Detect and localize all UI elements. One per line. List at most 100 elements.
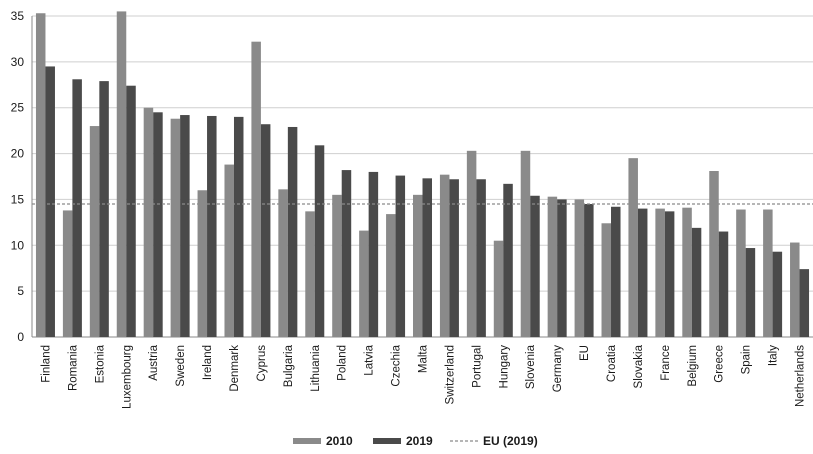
bar-2019-ireland	[207, 115, 217, 338]
x-tick-label: Cyprus	[256, 345, 268, 382]
legend-2019-label: 2019	[406, 434, 433, 448]
y-tick-label: 5	[17, 284, 24, 298]
bar-2019-italy	[772, 251, 783, 337]
bar-2010-romania	[62, 210, 73, 337]
x-tick-label: Greece	[714, 345, 726, 383]
x-axis-labels: Finland Romania Estonia Luxembourg Austria Sw…	[40, 344, 806, 409]
legend: 2010 2019 EU (2019)	[293, 434, 538, 448]
bar-2010-france	[655, 208, 665, 337]
bar-2019-austria	[153, 112, 163, 337]
x-tick-label: Portugal	[471, 345, 483, 388]
bar-2010-malta	[413, 194, 423, 337]
bar-2010-switzerland	[439, 174, 450, 337]
bar-2010-austria	[143, 107, 154, 337]
x-tick-label: Luxembourg	[121, 345, 133, 409]
y-axis: 0 5 10 15 20 25 30 35	[11, 9, 813, 344]
x-tick-label: Sweden	[175, 345, 187, 387]
bar-2019-poland	[341, 170, 352, 337]
bar-2019-germany	[557, 199, 567, 337]
bar-2019-bulgaria	[287, 126, 298, 337]
bar-2010-estonia	[89, 126, 100, 337]
bar-2010-latvia	[359, 230, 369, 337]
x-tick-label: Romania	[67, 344, 79, 391]
bar-2010-greece	[709, 170, 719, 337]
legend-2010-label: 2010	[326, 434, 353, 448]
bar-2010-italy	[763, 209, 773, 337]
y-tick-label: 30	[11, 55, 25, 69]
bar-2019-finland	[45, 66, 55, 337]
bar-2010-finland	[35, 13, 46, 338]
x-tick-label: Malta	[418, 344, 430, 373]
x-tick-label: Lithuania	[310, 344, 322, 391]
x-tick-label: Slovakia	[633, 344, 645, 388]
y-tick-label: 20	[11, 147, 25, 161]
bar-2010-ireland	[197, 190, 208, 337]
x-tick-label: Poland	[337, 345, 349, 381]
bar-2019-sweden	[180, 115, 190, 338]
bar-2010-hungary	[493, 240, 504, 337]
x-tick-label: Czechia	[391, 344, 403, 386]
bar-2019-greece	[718, 231, 729, 337]
bar-2019-spain	[745, 248, 756, 337]
bar-2019-slovenia	[530, 195, 540, 337]
bar-2019-estonia	[99, 81, 109, 337]
bar-2010-portugal	[466, 150, 477, 337]
bar-2010-bulgaria	[278, 189, 288, 337]
legend-2019-swatch	[373, 438, 401, 444]
bars	[35, 11, 810, 338]
x-tick-label: Estonia	[94, 344, 106, 383]
bar-2010-croatia	[601, 223, 612, 337]
y-tick-label: 25	[11, 101, 25, 115]
bar-2010-denmark	[224, 164, 234, 337]
bar-2019-croatia	[611, 206, 621, 337]
bar-2019-lithuania	[314, 145, 325, 337]
bar-2019-slovakia	[637, 208, 648, 337]
bar-2019-hungary	[503, 183, 513, 337]
bar-2019-latvia	[368, 171, 379, 337]
x-tick-label: Austria	[148, 344, 160, 380]
bar-2010-luxembourg	[116, 11, 127, 338]
x-tick-label: France	[660, 345, 672, 381]
y-tick-label: 0	[17, 330, 24, 344]
bar-2010-lithuania	[305, 211, 315, 337]
bar-2010-spain	[736, 209, 746, 337]
legend-eu-2019-label: EU (2019)	[483, 434, 538, 448]
bar-2010-germany	[547, 196, 558, 337]
bar-2019-portugal	[476, 179, 486, 337]
x-tick-label: Spain	[741, 345, 753, 374]
bar-2010-slovakia	[628, 158, 638, 337]
bar-2019-netherlands	[799, 269, 810, 337]
bar-2010-slovenia	[520, 150, 531, 337]
x-tick-label: Finland	[40, 345, 52, 383]
x-tick-label: Bulgaria	[283, 344, 295, 387]
x-tick-label: Italy	[768, 345, 780, 366]
y-tick-label: 15	[11, 192, 25, 206]
bar-2010-poland	[332, 194, 342, 337]
x-tick-label: Croatia	[606, 344, 618, 382]
x-tick-label: Hungary	[498, 345, 510, 389]
bar-2010-cyprus	[251, 41, 261, 338]
x-tick-label: Switzerland	[444, 345, 456, 404]
bar-2010-sweden	[170, 118, 181, 337]
x-tick-label: Ireland	[202, 345, 214, 380]
bar-2019-czechia	[395, 175, 406, 337]
bar-2019-romania	[72, 79, 82, 337]
x-tick-label: Slovenia	[525, 344, 537, 389]
bar-2019-eu	[584, 204, 594, 337]
x-tick-label: EU	[579, 345, 591, 361]
x-tick-label: Belgium	[687, 345, 699, 387]
bar-2019-belgium	[691, 227, 702, 337]
legend-2010-swatch	[293, 438, 321, 444]
bar-2010-czechia	[386, 214, 396, 337]
y-tick-label: 35	[11, 9, 25, 23]
bar-2019-switzerland	[449, 179, 459, 337]
x-tick-label: Germany	[552, 345, 564, 393]
bar-2010-belgium	[682, 207, 692, 337]
x-tick-label: Denmark	[229, 345, 241, 392]
bar-2019-luxembourg	[126, 85, 136, 338]
bar-2019-france	[664, 211, 675, 337]
bar-2019-denmark	[233, 116, 244, 337]
bar-2010-netherlands	[790, 242, 800, 337]
